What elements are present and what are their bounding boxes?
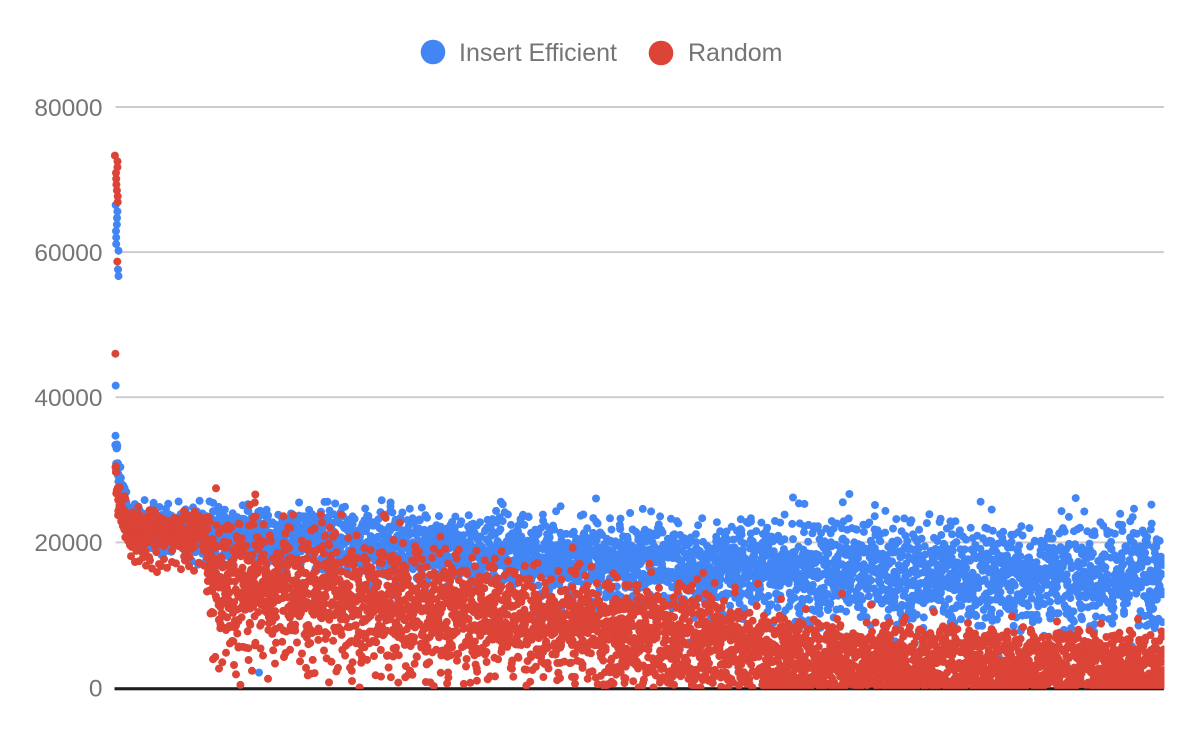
svg-text:0: 0: [89, 675, 103, 702]
svg-text:40000: 40000: [34, 385, 102, 412]
svg-text:60000: 60000: [34, 240, 102, 267]
svg-text:Random: Random: [688, 39, 783, 67]
svg-text:80000: 80000: [34, 95, 102, 122]
svg-text:Insert Efficient: Insert Efficient: [459, 39, 617, 67]
svg-text:20000: 20000: [34, 530, 102, 557]
